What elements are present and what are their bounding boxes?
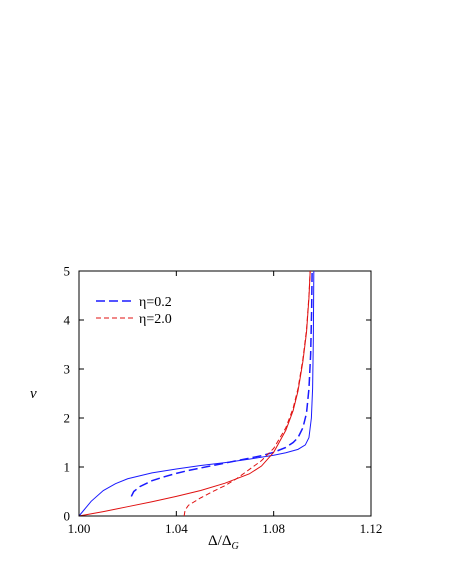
tick-layer: 1.00 1.04 1.08 1.12 0 1 2 3 4 5 — [64, 264, 383, 537]
series-line-4 — [78, 270, 311, 517]
x-axis-title-main: Δ/Δ — [208, 533, 232, 549]
x-tick-label: 1.08 — [262, 521, 285, 536]
legend-label: η=0.2 — [139, 295, 172, 310]
plot-frame — [78, 270, 372, 517]
y-tick-label: 5 — [64, 264, 71, 279]
series-layer — [78, 270, 315, 517]
y-tick-label: 1 — [64, 460, 71, 475]
legend-label: η=2.0 — [139, 312, 172, 327]
series-line-1 — [130, 270, 313, 497]
x-tick-label: 1.04 — [165, 521, 188, 536]
series-line-3 — [183, 270, 311, 517]
x-tick-label: 1.12 — [360, 521, 383, 536]
y-axis-title: ν — [30, 386, 37, 402]
x-tick-label: 1.00 — [68, 521, 91, 536]
y-tick-label: 2 — [64, 411, 71, 426]
legend: η=0.2 η=2.0 — [96, 295, 172, 327]
x-axis-title: Δ/ΔG — [208, 533, 239, 552]
y-tick-label: 4 — [64, 313, 71, 328]
y-tick-label: 3 — [64, 362, 71, 377]
series-line-2 — [78, 270, 315, 517]
x-axis-title-sub: G — [231, 541, 238, 552]
y-tick-label: 0 — [64, 509, 71, 524]
